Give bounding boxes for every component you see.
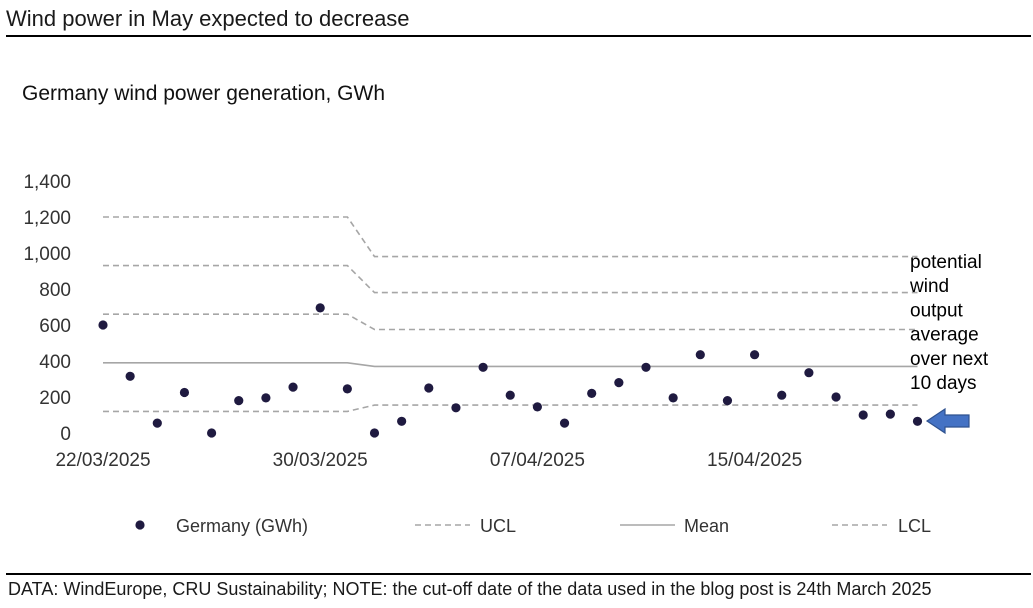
data-point	[912, 416, 923, 426]
left-arrow-icon	[925, 407, 970, 435]
data-point	[750, 350, 760, 360]
data-point	[207, 428, 217, 438]
legend-label: Germany (GWh)	[176, 516, 308, 536]
data-point	[695, 350, 705, 360]
legend-label: UCL	[480, 516, 516, 536]
data-point	[315, 303, 325, 313]
y-tick-label: 800	[39, 280, 71, 301]
annotation-line: 10 days	[910, 373, 977, 394]
data-point	[532, 402, 543, 412]
data-point	[641, 362, 651, 372]
annotation-line: potential	[910, 252, 982, 273]
data-point	[722, 396, 733, 406]
data-point	[668, 393, 678, 403]
y-tick-label: 200	[39, 388, 71, 409]
annotation: potential wind output average over next 10 da…	[909, 252, 989, 435]
data-point	[261, 393, 271, 403]
footer-divider	[6, 573, 1031, 575]
chart-title: Germany wind power generation, GWh	[22, 82, 385, 105]
x-tick-label: 07/04/2025	[490, 450, 585, 471]
data-point	[125, 371, 135, 381]
data-point	[858, 410, 868, 420]
data-point	[505, 390, 515, 400]
data-point	[98, 320, 108, 330]
data-point	[478, 362, 488, 372]
annotation-line: wind	[909, 276, 949, 297]
control-lines	[103, 216, 918, 413]
legend: Germany (GWh) UCL Mean LCL	[135, 516, 931, 536]
annotation-line: output	[910, 300, 964, 321]
y-tick-label: 0	[60, 424, 71, 445]
mean-line	[103, 361, 918, 368]
data-point	[397, 416, 407, 426]
data-point	[587, 388, 597, 398]
x-tick-label: 15/04/2025	[707, 450, 802, 471]
legend-label: Mean	[684, 516, 729, 536]
data-point	[179, 387, 190, 398]
data-point	[288, 382, 298, 392]
data-point	[342, 384, 352, 394]
x-tick-label: 22/03/2025	[55, 450, 150, 471]
data-point	[451, 403, 461, 413]
y-tick-label: 1,400	[23, 172, 71, 193]
x-tick-label: 30/03/2025	[273, 450, 368, 471]
y-tick-label: 1,000	[23, 244, 71, 265]
lcl-line	[103, 404, 918, 413]
y-axis-ticks: 0 200 400 600 800 1,000 1,200 1,400	[23, 172, 71, 445]
y-tick-label: 600	[39, 316, 71, 337]
y-tick-label: 1,200	[23, 208, 71, 229]
data-point	[152, 418, 162, 428]
data-point	[369, 428, 380, 438]
annotation-line: average	[910, 325, 979, 346]
data-points	[98, 303, 923, 438]
data-point	[614, 378, 624, 388]
legend-marker-dot	[135, 520, 145, 530]
data-point	[804, 368, 814, 378]
ucl-line	[103, 216, 918, 258]
header-divider	[6, 35, 1031, 37]
data-point	[424, 383, 434, 393]
data-point	[831, 392, 841, 402]
y-tick-label: 400	[39, 352, 71, 373]
ucl-line	[103, 313, 918, 331]
ucl-line	[103, 264, 918, 294]
legend-label: LCL	[898, 516, 931, 536]
data-point	[885, 409, 895, 419]
page-title: Wind power in May expected to decrease	[6, 6, 410, 31]
data-point	[234, 396, 244, 406]
x-axis-ticks: 22/03/2025 30/03/2025 07/04/2025 15/04/2025	[55, 450, 802, 471]
wind-power-chart: Germany wind power generation, GWh 0 200 4…	[22, 82, 989, 536]
data-point	[559, 418, 570, 428]
annotation-line: over next	[910, 349, 989, 370]
footer-note: DATA: WindEurope, CRU Sustainability; NO…	[8, 579, 932, 599]
data-point	[777, 390, 787, 400]
